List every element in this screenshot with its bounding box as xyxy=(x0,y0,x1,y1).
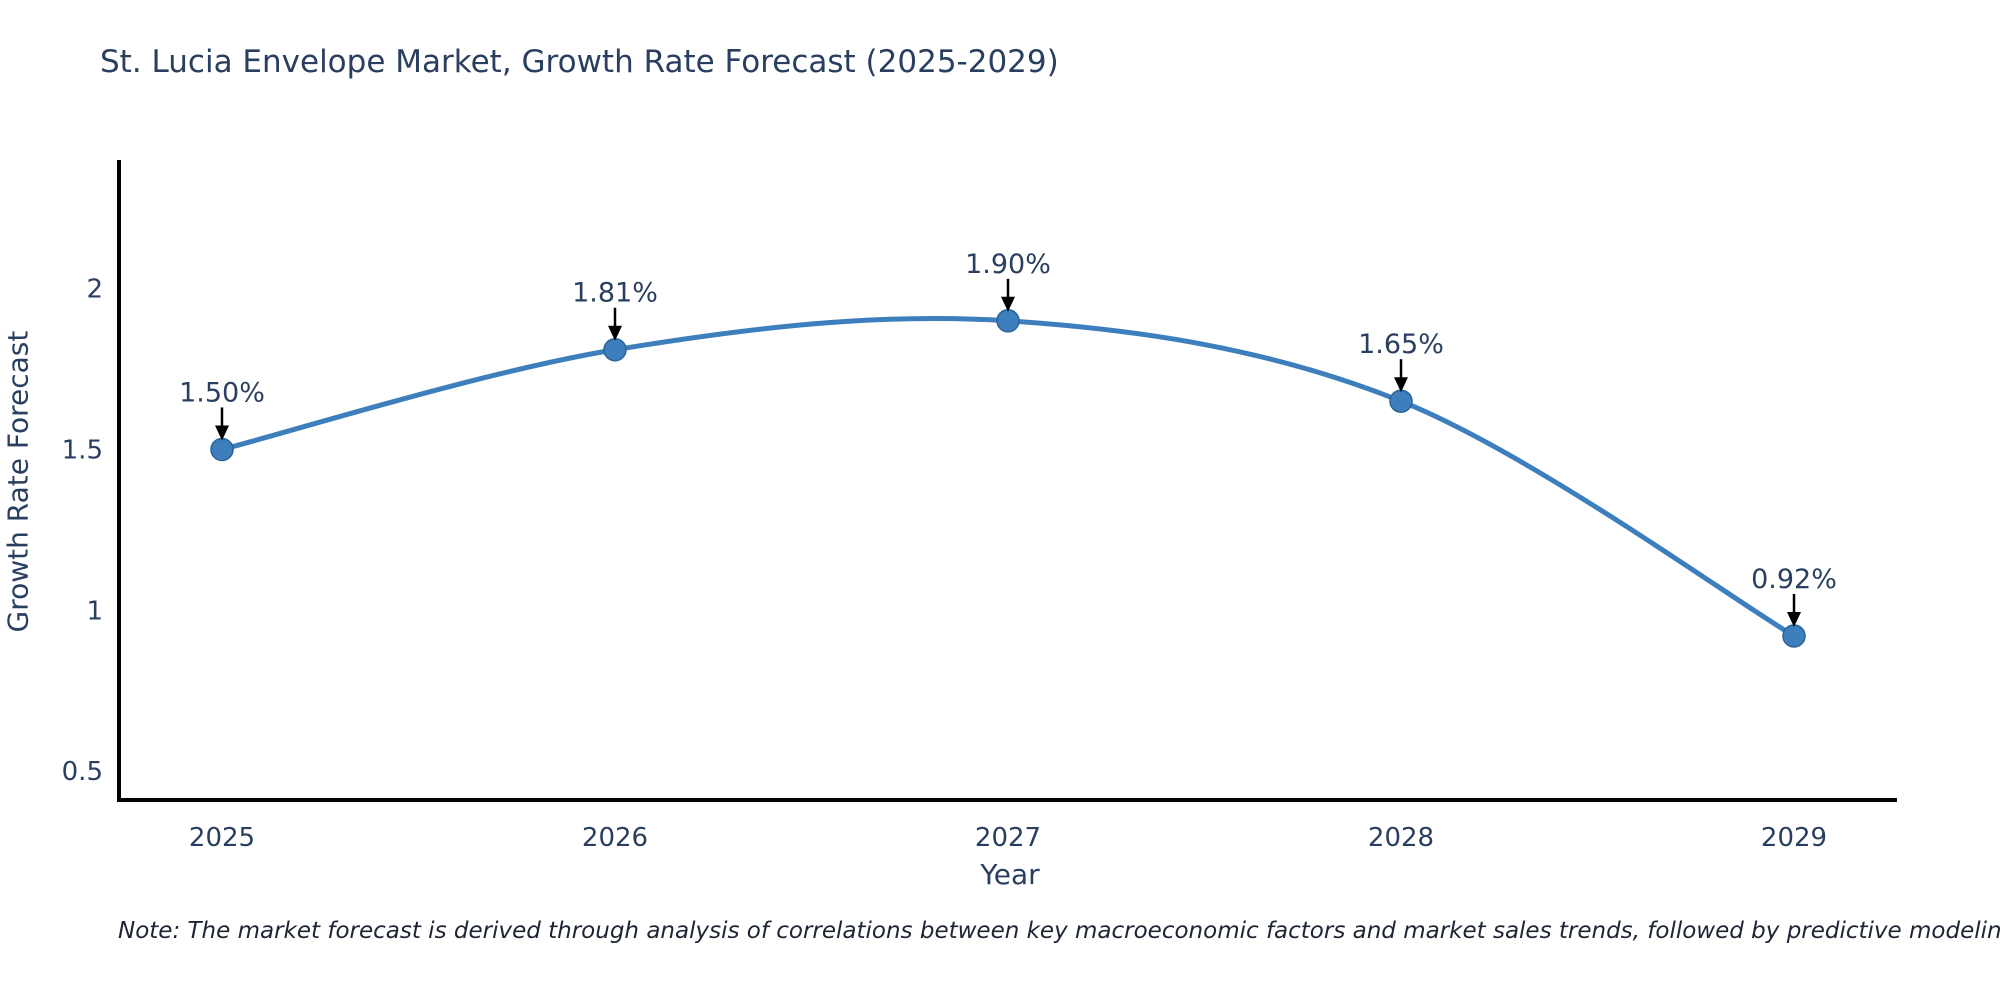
x-tick-label: 2028 xyxy=(1368,823,1434,853)
y-tick-label: 0.5 xyxy=(62,757,103,787)
annotation-label: 1.90% xyxy=(965,249,1051,280)
annotation-label: 0.92% xyxy=(1751,564,1837,595)
y-tick-label: 1.5 xyxy=(62,436,103,466)
chart-title: St. Lucia Envelope Market, Growth Rate F… xyxy=(100,44,1059,80)
x-tick-label: 2026 xyxy=(582,823,648,853)
annotation-arrowhead xyxy=(1394,377,1408,393)
y-tick-label: 2 xyxy=(86,275,103,305)
data-point[interactable] xyxy=(1389,389,1413,413)
annotation-arrowhead xyxy=(608,325,622,341)
x-tick-label: 2027 xyxy=(975,823,1041,853)
annotation-arrowhead xyxy=(215,425,229,441)
annotation-label: 1.65% xyxy=(1358,329,1444,360)
x-tick-label: 2029 xyxy=(1761,823,1827,853)
annotation-arrowhead xyxy=(1001,296,1015,312)
series-line xyxy=(221,315,1796,639)
x-axis-label: Year xyxy=(980,858,1040,891)
annotation-arrowhead xyxy=(1787,611,1801,627)
data-point[interactable] xyxy=(996,309,1020,333)
annotation-label: 1.50% xyxy=(179,377,265,408)
annotation-label: 1.81% xyxy=(572,278,658,309)
data-point[interactable] xyxy=(210,437,234,462)
data-point[interactable] xyxy=(1782,624,1806,648)
data-point[interactable] xyxy=(603,337,627,362)
y-tick-label: 1 xyxy=(86,596,103,626)
chart-note: Note: The market forecast is derived thr… xyxy=(118,918,2000,944)
x-tick-label: 2025 xyxy=(189,823,255,853)
